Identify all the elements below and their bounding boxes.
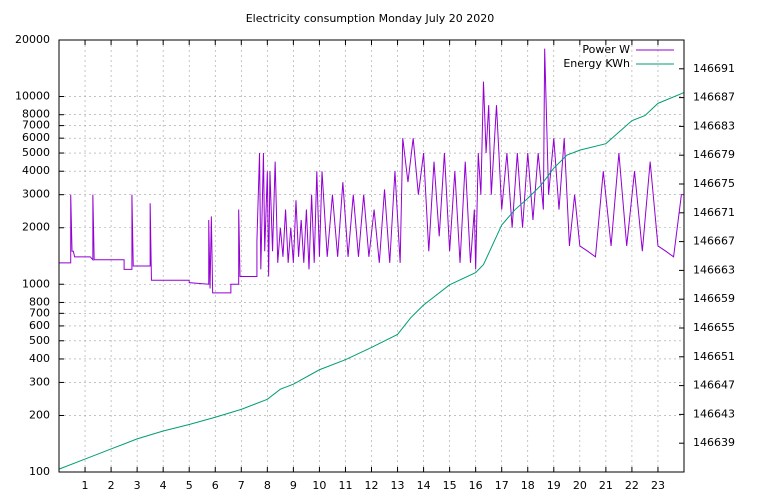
x-tick-label: 6 [212,479,219,492]
x-tick-label: 5 [186,479,193,492]
y-tick-label: 7000 [22,119,50,132]
y2-tick-label: 146647 [693,379,735,392]
y-tick-label: 600 [29,319,50,332]
x-tick-label: 22 [625,479,639,492]
y2-tick-label: 146675 [693,177,735,190]
y2-tick-label: 146643 [693,407,735,420]
x-tick-label: 3 [134,479,141,492]
chart-title: Electricity consumption Monday July 20 2… [246,12,495,25]
y2-tick-label: 146639 [693,436,735,449]
plot-frame [58,39,685,473]
y2-tick-label: 146655 [693,321,735,334]
y2-tick-label: 146687 [693,91,735,104]
x-tick-label: 8 [264,479,271,492]
y2-tick-label: 146671 [693,206,735,219]
y-tick-label: 400 [29,352,50,365]
y-tick-label: 6000 [22,131,50,144]
y-tick-label: 800 [29,295,50,308]
y-tick-label: 5000 [22,146,50,159]
y2-tick-label: 146691 [693,62,735,75]
y-tick-label: 2000 [22,221,50,234]
y-tick-label: 4000 [22,164,50,177]
x-tick-label: 21 [599,479,613,492]
x-tick-label: 13 [391,479,405,492]
legend-label: Power W [582,43,630,56]
x-tick-label: 15 [443,479,457,492]
x-tick-label: 11 [338,479,352,492]
y2-tick-label: 146679 [693,148,735,161]
x-tick-label: 2 [108,479,115,492]
x-tick-label: 12 [365,479,379,492]
x-tick-label: 4 [160,479,167,492]
y-tick-label: 20000 [15,33,50,46]
y-tick-label: 300 [29,375,50,388]
y-tick-label: 200 [29,408,50,421]
x-tick-label: 19 [547,479,561,492]
x-tick-label: 1 [82,479,89,492]
y2-tick-label: 146651 [693,350,735,363]
x-tick-label: 9 [290,479,297,492]
y-tick-label: 700 [29,306,50,319]
y-tick-label: 10000 [15,90,50,103]
x-tick-label: 14 [417,479,431,492]
x-tick-label: 16 [469,479,483,492]
legend-label: Energy KWh [563,57,630,70]
y-tick-label: 1000 [22,277,50,290]
y-tick-label: 100 [29,465,50,478]
x-tick-label: 20 [573,479,587,492]
y-tick-label: 500 [29,334,50,347]
y2-tick-label: 146659 [693,292,735,305]
x-tick-label: 7 [238,479,245,492]
x-tick-label: 23 [651,479,665,492]
x-tick-label: 18 [521,479,535,492]
y-tick-label: 3000 [22,188,50,201]
y-tick-label: 8000 [22,108,50,121]
y2-tick-label: 146667 [693,235,735,248]
data-line [59,48,684,294]
y2-tick-label: 146683 [693,119,735,132]
x-tick-label: 17 [495,479,509,492]
x-tick-label: 10 [312,479,326,492]
data-line [58,92,685,470]
y2-tick-label: 146663 [693,263,735,276]
